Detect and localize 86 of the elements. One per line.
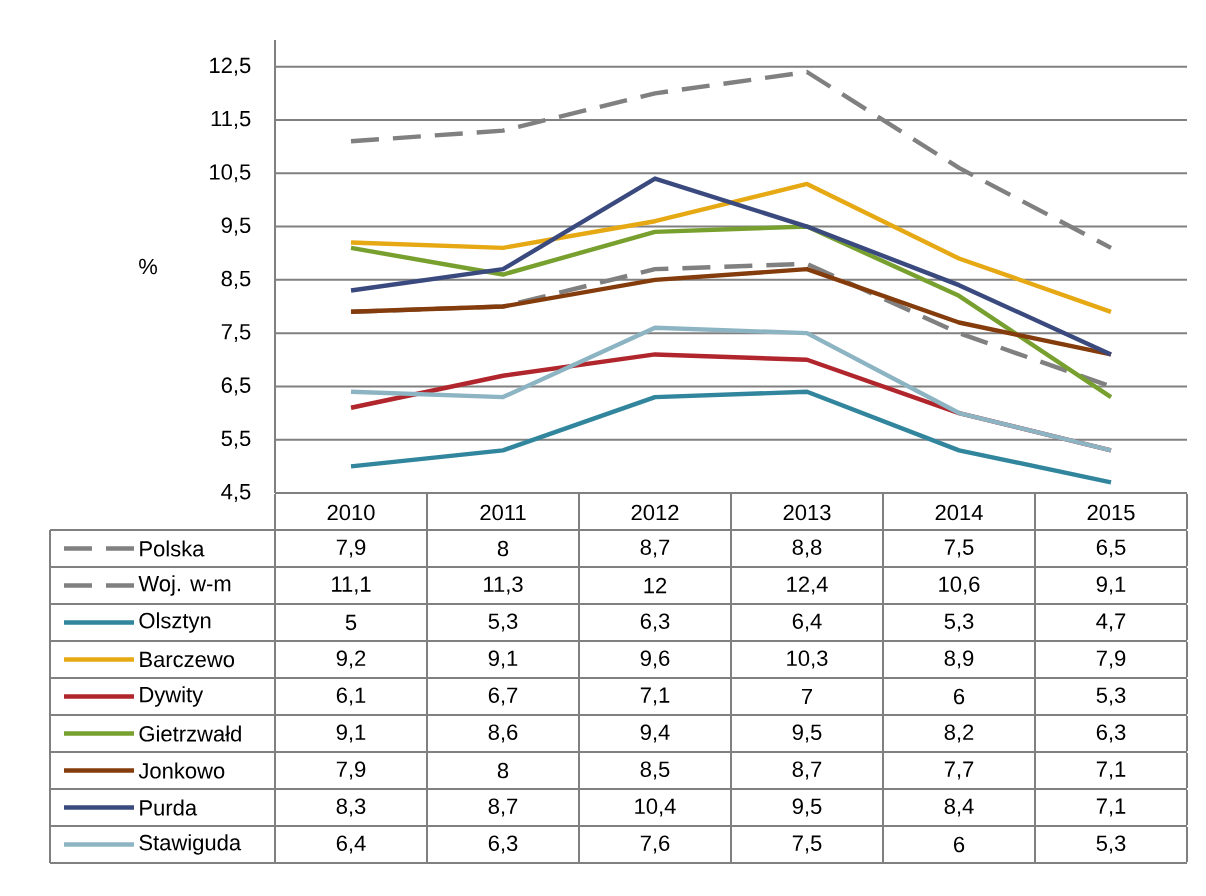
- y-tick-label: 8,5: [221, 270, 251, 289]
- line-series: [348, 266, 1114, 357]
- data-label: 6,1: [336, 687, 366, 706]
- data-label: 7,5: [944, 539, 974, 558]
- y-tick-label: 7,5: [221, 324, 251, 343]
- line-series: [348, 224, 1114, 400]
- data-label: 9,1: [1096, 576, 1126, 595]
- data-label: 10,6: [939, 576, 980, 595]
- data-label: 7,1: [1096, 761, 1126, 780]
- data-label: 8,5: [640, 761, 670, 780]
- data-label: 11,3: [484, 576, 523, 595]
- data-label: 8,3: [336, 798, 366, 817]
- data-label: 5,3: [1096, 687, 1126, 706]
- legend-label: Gietrzwałd: [139, 725, 241, 742]
- data-label: 9,1: [336, 724, 366, 743]
- data-label: 7,6: [640, 835, 670, 854]
- data-label: 5,3: [488, 613, 518, 632]
- x-tick-label: 2010: [327, 504, 375, 521]
- data-label: 6,3: [640, 613, 670, 632]
- data-label: 6,5: [1096, 539, 1126, 558]
- data-label: 6: [954, 688, 965, 705]
- data-label: 10,4: [635, 798, 676, 817]
- data-label: 6,3: [1096, 724, 1126, 743]
- legend-label: Olsztyn: [139, 612, 211, 633]
- data-label: 8,7: [792, 761, 822, 780]
- data-label: 9,4: [640, 724, 670, 743]
- x-tick-label: 2011: [480, 504, 526, 521]
- data-label: 9,2: [336, 650, 366, 669]
- data-label: 6,3: [488, 835, 518, 854]
- y-axis-title: %: [139, 258, 158, 275]
- data-label: 6,7: [488, 687, 518, 706]
- data-label: 8,8: [792, 539, 822, 558]
- data-label: 7,5: [792, 835, 822, 854]
- data-label: 8,4: [944, 798, 974, 817]
- data-label: 6: [954, 836, 965, 853]
- data-label: 7: [802, 688, 813, 705]
- data-label: 8,9: [944, 650, 974, 669]
- data-label: 8,6: [488, 724, 518, 743]
- data-label: 9,6: [640, 650, 670, 669]
- data-label: 8,7: [488, 798, 518, 817]
- data-label: 7,9: [1096, 650, 1126, 669]
- data-label: 7,1: [640, 687, 670, 706]
- data-label: 9,1: [488, 650, 518, 669]
- x-tick-label: 2014: [935, 504, 983, 521]
- y-tick-label: 5,5: [221, 430, 251, 449]
- data-label: 5,3: [944, 613, 974, 632]
- x-tick-label: 2015: [1087, 504, 1135, 521]
- legend-label: Purda: [140, 799, 198, 816]
- data-label: 11,1: [332, 576, 371, 595]
- line-series: [348, 389, 1114, 485]
- data-label: 5,3: [1096, 835, 1126, 854]
- legend-label: Dywity: [140, 686, 204, 707]
- legend-label: Jonkowo: [138, 762, 225, 779]
- data-label: 8,2: [944, 724, 974, 743]
- data-label: 4,7: [1096, 613, 1126, 632]
- data-label: 5: [345, 614, 357, 631]
- y-tick-label: 11,5: [211, 111, 251, 129]
- legend-label: Barczewo: [140, 651, 235, 668]
- legend-label: Stawiguda: [139, 834, 242, 855]
- line-series: [348, 176, 1114, 357]
- data-label: 7,1: [1096, 798, 1126, 817]
- data-label: 10,3: [787, 650, 828, 669]
- data-label: 8: [497, 540, 509, 557]
- x-tick-label: 2013: [783, 504, 831, 521]
- data-label: 7,9: [336, 761, 366, 780]
- line-series: [348, 325, 1114, 453]
- legend-label: Polska: [140, 540, 205, 557]
- data-label: 9,5: [792, 798, 822, 817]
- data-label: 7,7: [944, 761, 974, 780]
- data-label: 8: [497, 762, 509, 779]
- data-label: 8,7: [640, 539, 670, 558]
- line-series: [348, 181, 1114, 315]
- data-label: 12: [644, 577, 667, 594]
- y-tick-label: 4,5: [221, 484, 251, 502]
- data-label: 6,4: [336, 835, 366, 854]
- y-tick-label: 6,5: [221, 377, 251, 396]
- data-label: 7,9: [336, 539, 366, 558]
- data-label: 6,4: [792, 613, 822, 632]
- data-label: 9,5: [792, 724, 822, 743]
- line-series: [348, 69, 1114, 251]
- x-tick-label: 2012: [631, 504, 679, 521]
- legend-label: Woj. w-m: [138, 575, 231, 596]
- data-label: 12,4: [787, 576, 828, 595]
- y-tick-label: 9,5: [221, 217, 251, 236]
- y-tick-label: 10,5: [210, 164, 251, 183]
- y-tick-label: 12,5: [210, 57, 251, 76]
